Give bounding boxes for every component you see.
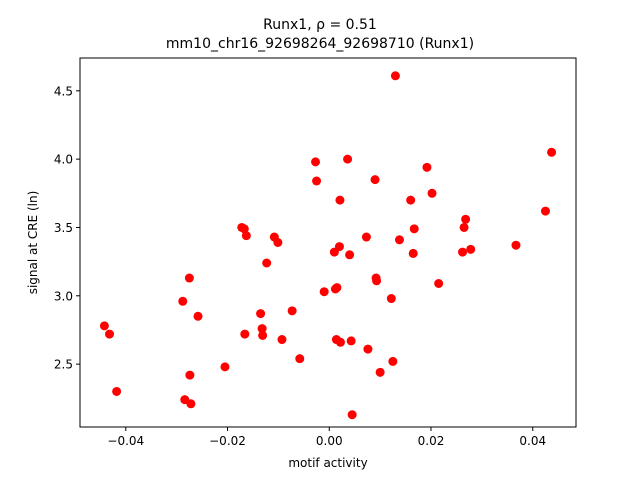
x-tick-label: −0.02 — [209, 434, 246, 448]
data-points — [99, 71, 557, 420]
y-tick-label: 4.5 — [54, 84, 73, 98]
data-point — [386, 294, 396, 304]
data-point — [186, 399, 196, 409]
data-point — [422, 162, 432, 172]
data-point — [372, 276, 382, 286]
data-point — [388, 356, 398, 366]
data-point — [185, 370, 195, 380]
data-point — [363, 344, 373, 354]
x-axis-label: motif activity — [288, 456, 367, 470]
data-point — [295, 354, 305, 364]
y-tick-label: 3.5 — [54, 221, 73, 235]
data-point — [311, 157, 321, 167]
x-tick-label: 0.00 — [316, 434, 343, 448]
data-point — [257, 324, 267, 334]
data-point — [511, 240, 521, 250]
data-point — [332, 283, 342, 293]
data-point — [345, 250, 355, 260]
data-point — [178, 296, 188, 306]
data-point — [347, 410, 357, 420]
y-tick-label: 2.5 — [54, 358, 73, 372]
data-point — [277, 335, 287, 345]
data-point — [273, 238, 283, 247]
plot-area — [80, 58, 576, 427]
y-tick-label: 3.0 — [54, 289, 73, 303]
data-point — [459, 222, 469, 232]
data-point — [193, 311, 203, 321]
data-point — [335, 195, 345, 205]
plot-frame — [79, 57, 577, 428]
data-point — [240, 329, 250, 339]
x-tick-label: −0.04 — [107, 434, 144, 448]
chart-title-line2: mm10_chr16_92698264_92698710 (Runx1) — [166, 36, 474, 52]
data-point — [370, 175, 380, 185]
data-point — [312, 176, 322, 186]
y-axis-label: signal at CRE (ln) — [26, 191, 40, 295]
data-point — [334, 242, 344, 252]
data-point — [408, 248, 418, 258]
data-point — [346, 336, 356, 346]
data-point — [434, 279, 444, 288]
data-point — [105, 329, 115, 339]
data-point — [375, 367, 385, 377]
data-point — [540, 206, 550, 216]
data-point — [184, 273, 194, 283]
data-point — [361, 232, 371, 242]
data-point — [335, 337, 345, 347]
data-point — [241, 231, 251, 241]
data-point — [458, 247, 468, 257]
data-point — [99, 321, 109, 331]
data-point — [262, 258, 272, 268]
data-point — [112, 386, 122, 396]
data-point — [343, 154, 353, 164]
data-point — [409, 224, 419, 234]
data-point — [319, 287, 329, 297]
data-point — [239, 224, 249, 234]
data-point — [258, 330, 268, 340]
x-tick-label: 0.02 — [418, 434, 445, 448]
y-tick-label: 4.0 — [54, 153, 73, 167]
data-point — [461, 214, 471, 224]
data-point — [220, 362, 230, 372]
data-point — [394, 235, 404, 245]
x-axis-ticks: −0.04 −0.02 0.00 0.02 0.04 — [107, 427, 546, 448]
data-point — [287, 306, 297, 316]
chart-title-line1: Runx1, ρ = 0.51 — [263, 17, 377, 33]
y-axis-ticks: 2.5 3.0 3.5 4.0 4.5 — [54, 84, 80, 372]
data-point — [406, 195, 416, 205]
x-tick-label: 0.04 — [519, 434, 546, 448]
data-point — [547, 147, 557, 157]
data-point — [256, 309, 266, 319]
data-point — [390, 71, 400, 81]
data-point — [427, 188, 437, 198]
data-point — [466, 244, 476, 254]
